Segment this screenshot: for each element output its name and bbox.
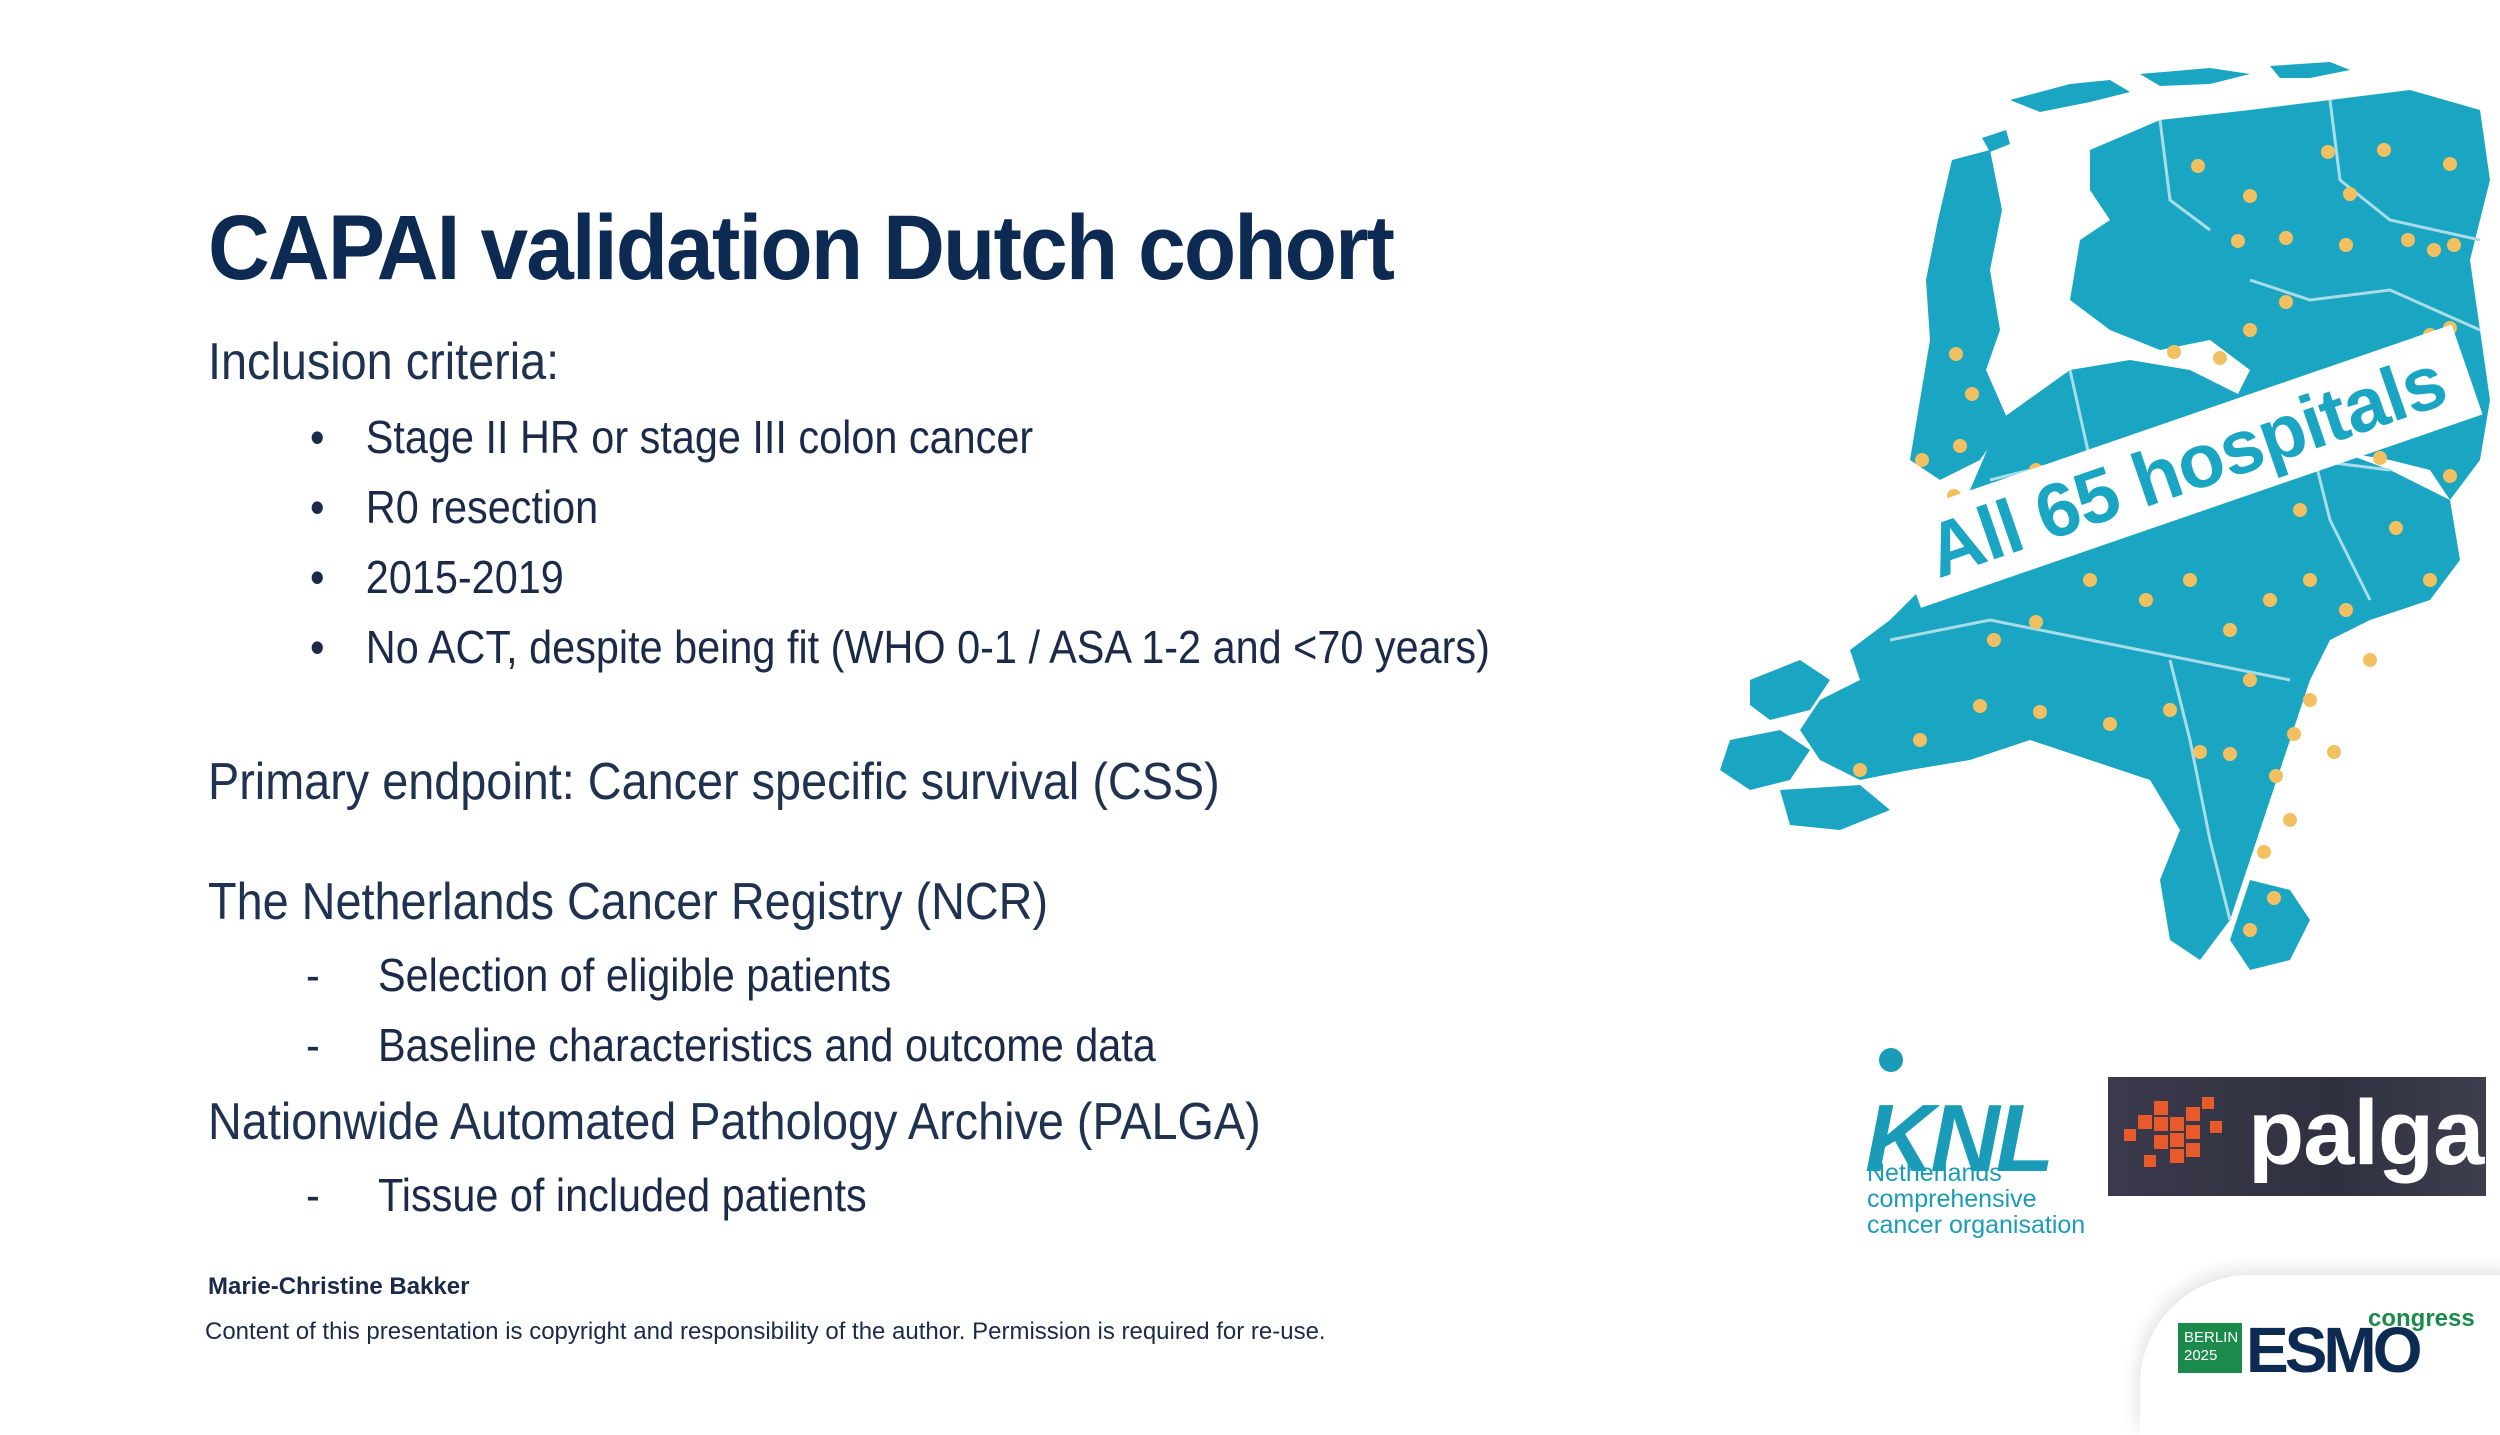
bullet-mark: •	[310, 481, 325, 533]
knl-subtitle-line: comprehensive	[1867, 1185, 2037, 1213]
inclusion-item-text: R0 resection	[365, 481, 599, 533]
bullet-mark: •	[310, 551, 325, 603]
esmo-badge-line: BERLIN	[2184, 1329, 2239, 1346]
inclusion-item-text: 2015-2019	[365, 551, 564, 603]
knl-wordmark: KNL	[1865, 1085, 2054, 1192]
ncr-item: - Selection of eligible patients	[306, 948, 891, 1002]
palga-mark-icon	[2124, 1097, 2222, 1167]
knl-dot-icon	[1879, 1048, 1903, 1072]
esmo-logo: BERLIN 2025 ESMO congress	[2178, 1305, 2478, 1386]
primary-endpoint-heading: Primary endpoint: Cancer specific surviv…	[208, 753, 1220, 811]
bullet-mark: •	[310, 621, 325, 673]
author-name: Marie-Christine Bakker	[208, 1273, 470, 1300]
knl-subtitle-line: Netherlands	[1867, 1159, 2002, 1187]
inclusion-criteria-heading: Inclusion criteria:	[208, 333, 560, 391]
inclusion-item: • No ACT, despite being fit (WHO 0-1 / AS…	[310, 620, 1490, 674]
ncr-heading: The Netherlands Cancer Registry (NCR)	[208, 873, 1049, 931]
palga-heading: Nationwide Automated Pathology Archive (…	[208, 1093, 1261, 1151]
inclusion-item-text: Stage II HR or stage III colon cancer	[365, 411, 1034, 463]
palga-item: - Tissue of included patients	[306, 1168, 867, 1222]
esmo-congress-label: congress	[2368, 1305, 2475, 1332]
esmo-location-badge: BERLIN 2025	[2178, 1323, 2242, 1373]
inclusion-item: • R0 resection	[310, 480, 598, 534]
slide: CAPAI validation Dutch cohort Inclusion …	[205, 62, 2490, 1386]
slide-title: CAPAI validation Dutch cohort	[208, 197, 1395, 299]
inclusion-item: • 2015-2019	[310, 550, 564, 604]
knl-subtitle-line: cancer organisation	[1867, 1211, 2086, 1239]
dash-mark: -	[306, 949, 320, 1001]
dash-mark: -	[306, 1019, 320, 1071]
esmo-wordmark: ESMO	[2246, 1314, 2422, 1386]
inclusion-item: • Stage II HR or stage III colon cancer	[310, 410, 1033, 464]
knl-subtitle: Netherlands comprehensive cancer organis…	[1867, 1160, 2085, 1238]
palga-wordmark: palga	[2248, 1082, 2484, 1184]
inclusion-item-text: No ACT, despite being fit (WHO 0-1 / ASA…	[365, 621, 1490, 673]
copyright-notice: Content of this presentation is copyrigh…	[205, 1318, 1326, 1345]
ncr-item: - Baseline characteristics and outcome da…	[306, 1018, 1156, 1072]
bullet-mark: •	[310, 411, 325, 463]
knl-logo: KNL Netherlands comprehensive cancer org…	[1865, 1048, 2105, 1248]
ncr-item-text: Selection of eligible patients	[378, 949, 892, 1001]
ncr-item-text: Baseline characteristics and outcome dat…	[378, 1019, 1156, 1071]
dash-mark: -	[306, 1169, 320, 1221]
palga-item-text: Tissue of included patients	[378, 1169, 867, 1221]
esmo-badge-line: 2025	[2184, 1347, 2218, 1364]
palga-logo: palga	[2108, 1077, 2486, 1196]
